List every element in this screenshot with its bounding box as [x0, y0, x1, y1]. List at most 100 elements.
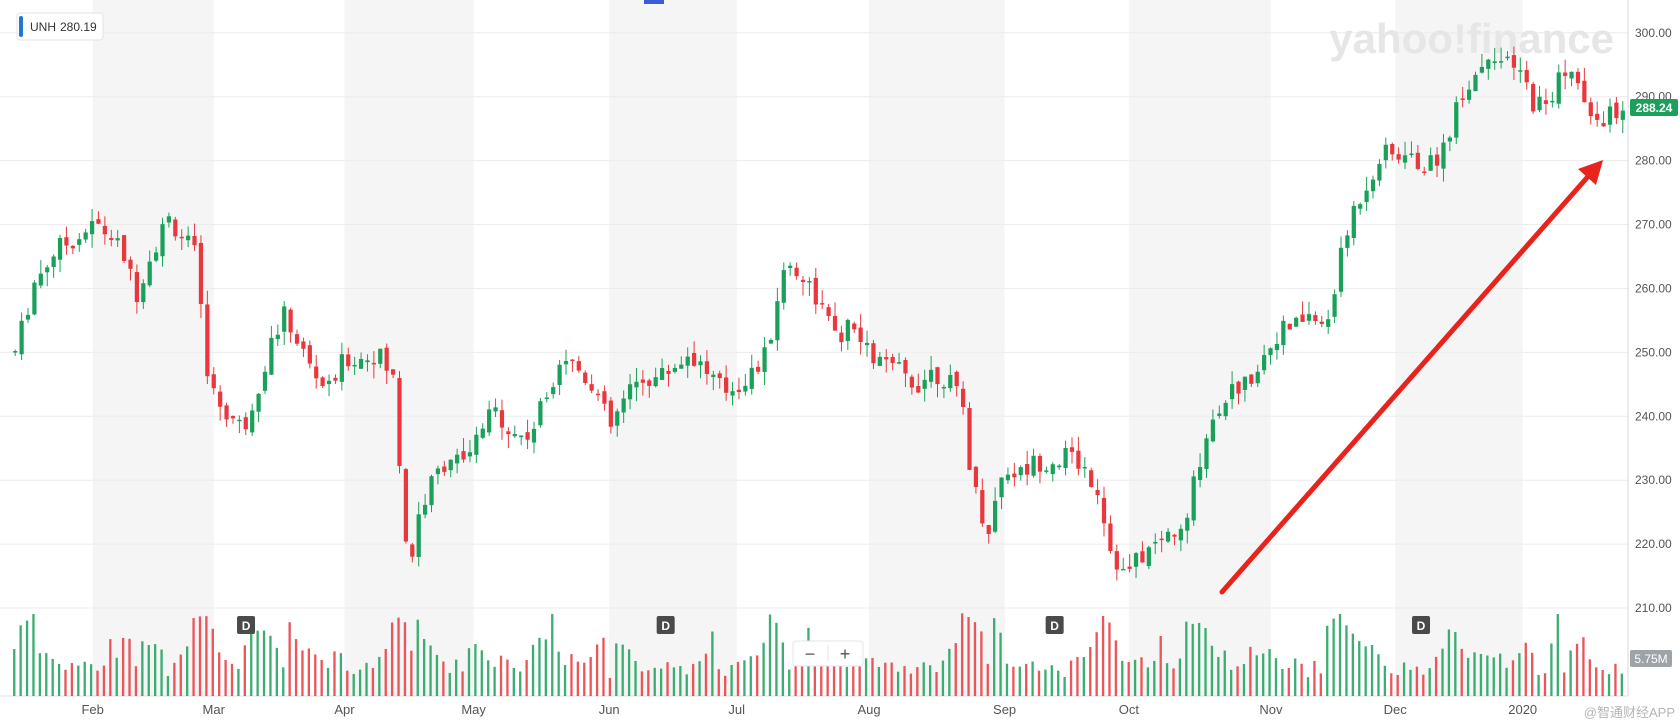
price-tick-label: 270.00 — [1635, 218, 1672, 232]
volume-bar — [301, 650, 304, 696]
dividend-marker[interactable] — [1045, 616, 1064, 634]
volume-bar — [756, 655, 759, 696]
volume-bar — [1466, 657, 1470, 696]
candle-body — [1390, 144, 1395, 155]
candle-body — [1370, 179, 1376, 192]
volume-bar — [621, 644, 624, 696]
volume-bar — [659, 668, 663, 696]
volume-bar — [1005, 663, 1009, 696]
volume-bar — [218, 652, 221, 696]
zoom-in-button[interactable]: + — [840, 644, 851, 664]
dividend-marker[interactable] — [1412, 616, 1431, 634]
volume-bar — [775, 622, 778, 696]
volume-bar — [935, 672, 938, 696]
volume-bar — [999, 632, 1002, 696]
candle-body — [1351, 205, 1356, 239]
volume-bar — [640, 671, 644, 696]
candle-body — [1396, 154, 1401, 160]
volume-bar — [1319, 673, 1322, 696]
candle-body — [826, 307, 831, 317]
candle-body — [877, 356, 882, 366]
candle-body — [1262, 355, 1267, 371]
volume-bar — [160, 649, 163, 696]
dividend-marker-label: D — [661, 619, 670, 633]
volume-bar — [57, 663, 61, 696]
volume-bar — [1441, 648, 1444, 696]
candle-body — [96, 219, 101, 224]
candle-body — [871, 343, 876, 364]
candle-body — [1466, 89, 1472, 100]
candle-body — [775, 301, 780, 341]
price-tick-label: 280.00 — [1635, 154, 1672, 168]
range-handle[interactable] — [644, 0, 664, 4]
volume-bar — [1313, 660, 1316, 696]
ticker-label[interactable]: UNH 280.19 — [16, 12, 104, 41]
dividend-marker[interactable] — [237, 616, 256, 634]
candle-body — [928, 369, 934, 382]
volume-bar — [813, 654, 817, 696]
candle-body — [634, 381, 639, 388]
volume-bar — [570, 654, 573, 696]
volume-bar — [1428, 668, 1431, 696]
volume-bar — [403, 622, 407, 696]
volume-bar — [1326, 625, 1329, 696]
candle-body — [858, 327, 863, 343]
candle-body — [1614, 102, 1619, 119]
volume-bar — [1037, 670, 1041, 696]
candle-body — [1486, 59, 1491, 69]
volume-bar — [993, 618, 996, 696]
volume-bar — [493, 666, 496, 696]
volume-bar — [1402, 662, 1406, 696]
volume-bar — [954, 643, 957, 696]
candle-body — [314, 366, 319, 379]
volume-bar — [909, 673, 913, 696]
volume-bar — [1146, 667, 1150, 696]
candle-body — [474, 434, 479, 455]
volume-bar — [1537, 675, 1540, 696]
candle-body — [89, 221, 95, 235]
volume-bar — [173, 662, 176, 696]
volume-bar — [512, 667, 515, 696]
month-label: Aug — [857, 702, 880, 717]
volume-bar — [1204, 628, 1207, 696]
candle-body — [1127, 566, 1132, 569]
candle-body — [339, 354, 344, 382]
candle-body — [1588, 102, 1593, 117]
volume-bar — [474, 644, 477, 696]
candle-body — [730, 391, 735, 396]
candle-body — [1153, 541, 1158, 544]
dividend-marker[interactable] — [656, 616, 675, 634]
candle-body — [294, 334, 300, 344]
candle-body — [179, 236, 184, 239]
candle-body — [685, 356, 690, 366]
zoom-controls[interactable]: − + — [792, 640, 864, 667]
volume-bar — [928, 665, 932, 696]
month-label: Nov — [1259, 702, 1283, 717]
month-label: Feb — [81, 702, 103, 717]
candle-body — [480, 428, 485, 438]
volume-bar — [89, 664, 93, 696]
volume-bar — [1364, 646, 1367, 696]
candle-body — [736, 389, 742, 393]
candle-body — [666, 370, 671, 374]
volume-bar — [461, 671, 464, 696]
volume-bar — [397, 617, 400, 696]
candle-body — [1069, 447, 1075, 452]
candle-body — [1191, 476, 1196, 521]
candle-body — [352, 364, 357, 367]
zoom-out-button[interactable]: − — [805, 644, 816, 664]
ticker-value: 280.19 — [60, 20, 97, 34]
candle-body — [1377, 163, 1382, 181]
volume-bar — [1153, 660, 1156, 696]
candle-body — [442, 466, 447, 472]
candle-body — [762, 347, 767, 372]
volume-bar — [602, 637, 605, 696]
volume-bar — [1236, 666, 1239, 696]
volume-bar — [192, 618, 195, 696]
volume-bar — [1492, 657, 1495, 696]
candle-body — [544, 397, 549, 400]
candle-body — [121, 235, 127, 261]
volume-bar — [237, 668, 240, 696]
